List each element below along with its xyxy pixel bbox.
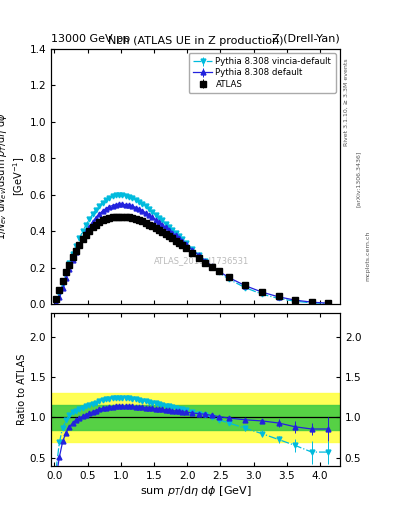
Y-axis label: $1/N_{ev}$ d$N_{ev}$/dsum $p_T$/d$\eta$ d$\phi$
[GeV$^{-1}$]: $1/N_{ev}$ d$N_{ev}$/dsum $p_T$/d$\eta$ … (0, 113, 27, 240)
Bar (51, 393, 340, 442)
Legend: Pythia 8.308 vincia-default, Pythia 8.308 default, ATLAS: Pythia 8.308 vincia-default, Pythia 8.30… (189, 53, 336, 93)
Bar (51, 404, 340, 431)
Text: Z (Drell-Yan): Z (Drell-Yan) (272, 33, 340, 44)
Text: [arXiv:1306.3436]: [arXiv:1306.3436] (356, 151, 361, 207)
Text: 13000 GeV pp: 13000 GeV pp (51, 33, 130, 44)
Y-axis label: Ratio to ATLAS: Ratio to ATLAS (17, 353, 27, 425)
Text: mcplots.cern.ch: mcplots.cern.ch (365, 231, 371, 281)
Text: ATLAS_2019_I1736531: ATLAS_2019_I1736531 (154, 257, 249, 265)
X-axis label: sum $p_T$/d$\eta$ d$\phi$ [GeV]: sum $p_T$/d$\eta$ d$\phi$ [GeV] (140, 483, 251, 498)
Text: Rivet 3.1.10, ≥ 3.3M events: Rivet 3.1.10, ≥ 3.3M events (344, 58, 349, 146)
Title: Nch (ATLAS UE in Z production): Nch (ATLAS UE in Z production) (108, 36, 283, 47)
